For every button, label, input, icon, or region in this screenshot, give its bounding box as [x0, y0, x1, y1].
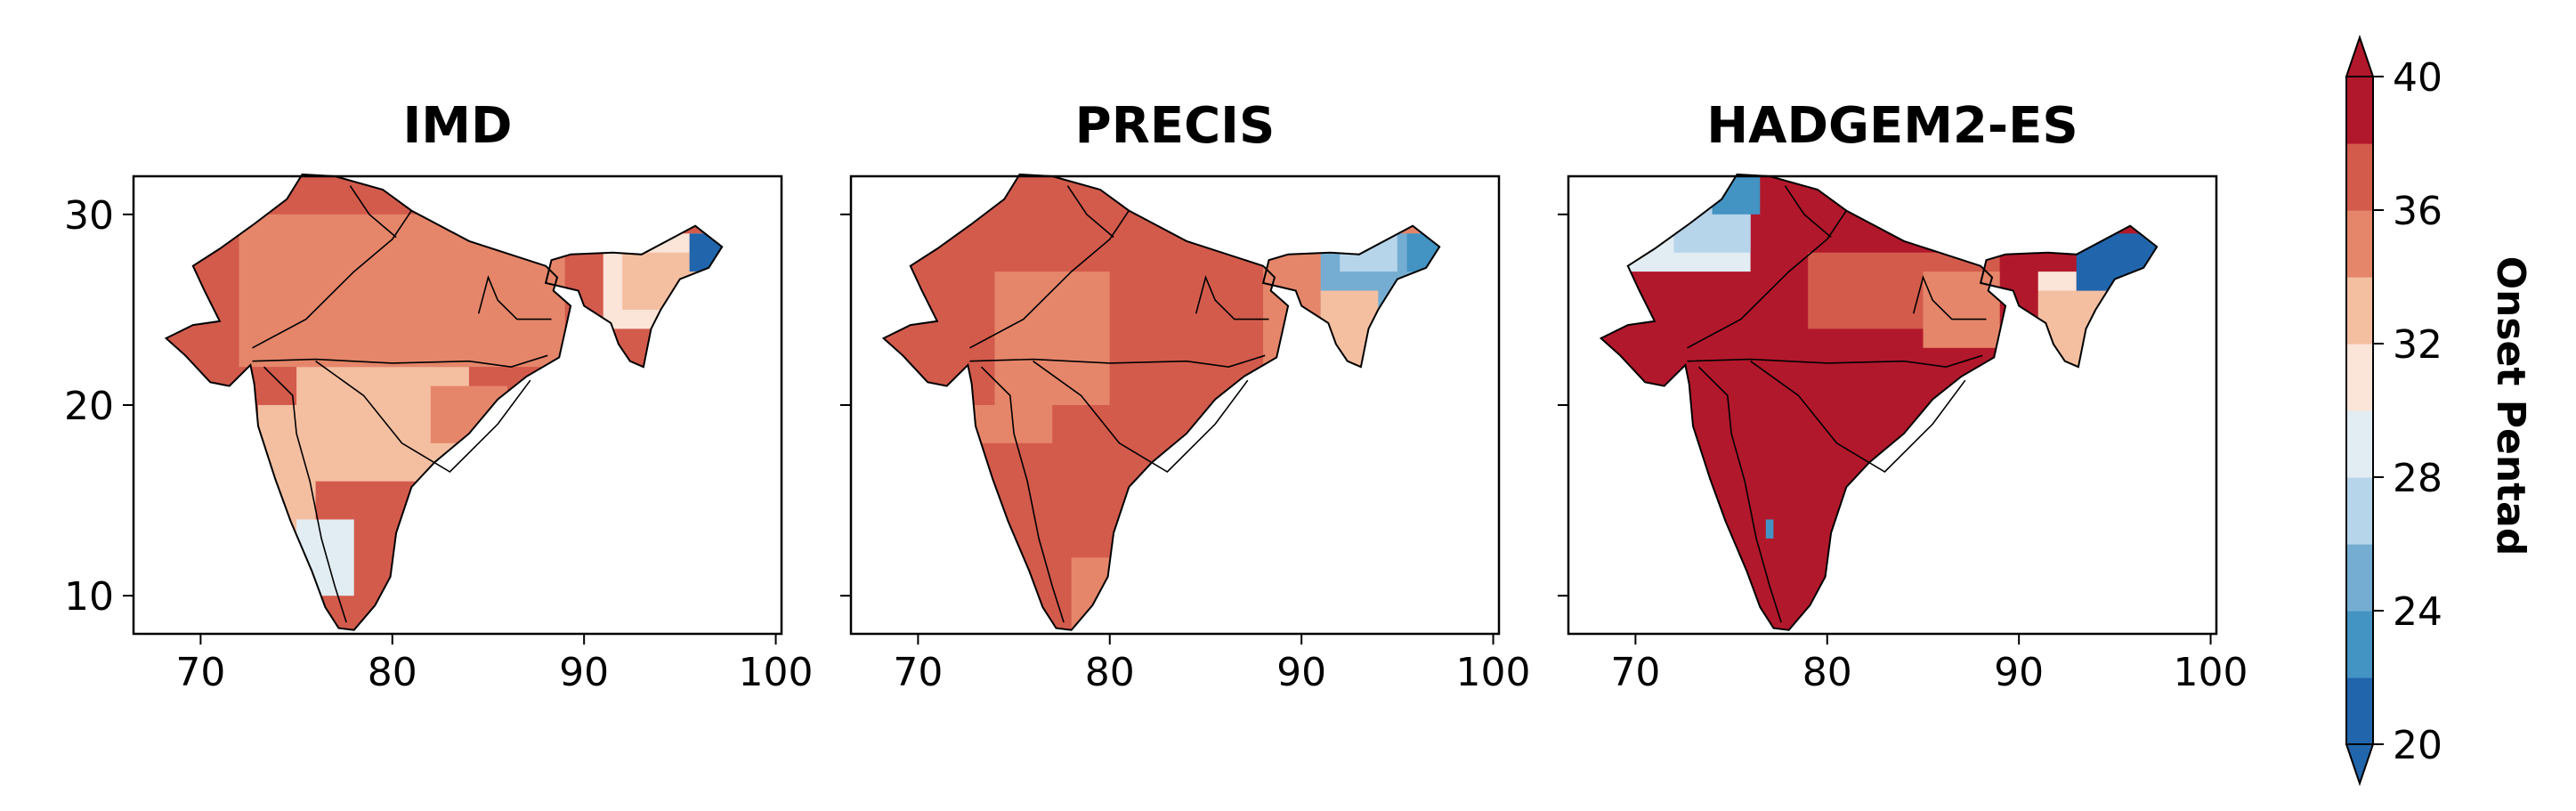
region-boundary: [315, 361, 531, 474]
colorbar-segment: [2346, 344, 2373, 411]
x-tick-label: 100: [2174, 650, 2248, 695]
x-tick-label: 100: [739, 650, 814, 695]
onset-field: [1600, 174, 2158, 630]
coastline: [1599, 173, 2007, 631]
onset-region: [994, 272, 1110, 405]
northeast-outline: [1261, 224, 1441, 369]
panel-title: PRECIS: [1075, 97, 1276, 155]
region-boundary: [252, 210, 412, 349]
x-tick-label: 80: [1802, 650, 1852, 695]
coastline: [881, 173, 1290, 631]
region-boundary: [1687, 210, 1847, 349]
coastline: [164, 173, 572, 631]
colorbar-tick-label: 40: [2393, 55, 2442, 101]
colorbar-label: Onset Pentad: [2488, 256, 2533, 556]
region-boundary: [1697, 366, 1782, 623]
onset-region: [2037, 272, 2077, 291]
colorbar-tick-label: 32: [2393, 322, 2442, 368]
colorbar-segment: [2346, 544, 2373, 612]
onset-region: [1406, 233, 1440, 272]
colorbar-segment: [2346, 210, 2373, 278]
onset-region: [1712, 174, 1761, 215]
colorbar-ticks: 20 24 28 32 36 40: [2373, 55, 2442, 768]
x-tick-label: 80: [1085, 650, 1135, 695]
region-boundary: [969, 210, 1130, 349]
region-boundary: [477, 275, 552, 320]
region-boundary: [252, 354, 548, 369]
x-tick-label: 70: [175, 650, 225, 695]
colorbar-segment: [2346, 677, 2373, 745]
region-boundary: [1750, 361, 1966, 474]
region-boundary: [1066, 185, 1114, 239]
colorbar-segment: [2346, 143, 2373, 211]
colorbar-segments: [2345, 34, 2375, 787]
region-boundary: [1912, 275, 1987, 320]
onset-region: [689, 233, 723, 272]
x-tick-label: 90: [1994, 650, 2044, 695]
x-tick-label: 100: [1456, 650, 1531, 695]
x-tick-label: 90: [1276, 650, 1326, 695]
panel-title: IMD: [402, 97, 512, 155]
colorbar: 20 24 28 32 36 40 Onset Pentad: [2345, 34, 2533, 787]
x-tick-label: 80: [368, 650, 417, 695]
region-boundary: [1687, 354, 1983, 369]
y-tick-label: 20: [64, 384, 114, 429]
region-boundary: [349, 185, 397, 239]
colorbar-segment: [2346, 410, 2373, 478]
x-tick-label: 90: [559, 650, 609, 695]
northeast-outline: [544, 224, 724, 369]
x-tick-label: 70: [893, 650, 943, 695]
colorbar-segment: [2346, 477, 2373, 545]
onset-region: [1765, 519, 1774, 539]
onset-region: [622, 252, 700, 310]
colorbar-segment: [2346, 77, 2373, 144]
colorbar-tick-label: 24: [2393, 589, 2442, 635]
colorbar-frame: [2345, 76, 2374, 745]
onset-region: [1320, 290, 1379, 368]
region-boundary: [1195, 275, 1269, 320]
onset-region: [1923, 272, 2000, 348]
region-boundary: [969, 354, 1266, 369]
colorbar-tick-label: 20: [2393, 723, 2442, 768]
colorbar-segment: [2346, 611, 2373, 678]
region-boundary: [263, 366, 347, 623]
region-boundary: [980, 366, 1065, 623]
onset-field: [883, 174, 1440, 630]
onset-region: [1052, 405, 1225, 558]
y-tick-label: 10: [64, 574, 114, 620]
colorbar-extend-max: [2345, 34, 2375, 77]
map-panel-2: PRECIS 70 80 90 100: [840, 97, 1531, 695]
colorbar-tick-label: 28: [2393, 456, 2442, 501]
colorbar-segment: [2346, 277, 2373, 345]
map-panel-3: HADGEM2-ES 70 80 90 100: [1558, 97, 2248, 695]
northeast-outline: [1979, 224, 2159, 369]
onset-field: [166, 176, 723, 630]
x-tick-label: 70: [1610, 650, 1660, 695]
map-panel-1: IMD 70 80 90 100 10 20 30: [64, 97, 814, 695]
region-boundary: [1033, 361, 1249, 474]
y-tick-label: 30: [64, 193, 114, 239]
colorbar-tick-label: 36: [2393, 189, 2442, 234]
onset-region: [956, 442, 1072, 630]
onset-region: [296, 519, 354, 596]
colorbar-extend-min: [2345, 743, 2375, 787]
onset-region: [239, 214, 565, 368]
onset-region: [2037, 290, 2115, 368]
panel-title: HADGEM2-ES: [1706, 97, 2078, 155]
region-boundary: [1784, 185, 1832, 239]
